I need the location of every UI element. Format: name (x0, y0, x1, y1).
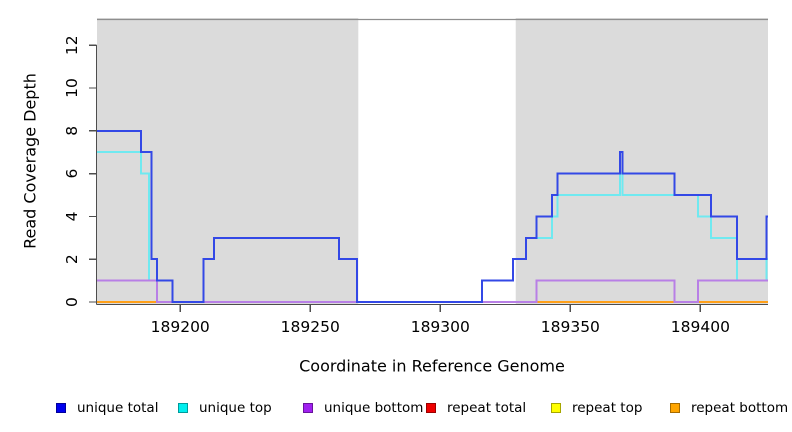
y-tick-label: 4 (63, 211, 81, 221)
legend-label: repeat total (447, 400, 527, 416)
region-covered-left (97, 18, 359, 304)
y-tick-label: 10 (63, 78, 81, 98)
region-gap (358, 18, 516, 304)
legend-swatch-repeat-total (426, 403, 436, 413)
legend-item-repeat-top: repeat top (551, 398, 642, 418)
y-tick-label: 2 (63, 254, 81, 264)
legend-item-repeat-bottom: repeat bottom (670, 398, 788, 418)
legend-item-unique-total: unique total (56, 398, 158, 418)
region-covered-right (515, 18, 768, 304)
x-tick-label: 189350 (541, 318, 600, 336)
y-tick-label: 12 (63, 35, 81, 55)
legend-swatch-unique-top (178, 403, 188, 413)
legend-label: unique total (77, 400, 159, 416)
x-axis-title: Coordinate in Reference Genome (299, 356, 565, 376)
legend-swatch-repeat-bottom (670, 403, 680, 413)
legend-label: unique bottom (324, 400, 424, 416)
legend-label: unique top (199, 400, 272, 416)
x-tick-label: 189250 (281, 318, 340, 336)
x-tick-label: 189300 (411, 318, 470, 336)
legend-label: repeat bottom (691, 400, 789, 416)
y-tick-label: 8 (63, 126, 81, 136)
chart-legend: unique total unique top unique bottom repea… (0, 398, 792, 420)
x-tick-label: 189200 (151, 318, 210, 336)
legend-swatch-unique-bottom (303, 403, 313, 413)
y-tick-label: 0 (63, 297, 81, 307)
legend-item-repeat-total: repeat total (426, 398, 526, 418)
series-unique-bottom (97, 279, 768, 303)
x-tick-label: 189400 (671, 318, 730, 336)
y-tick-label: 6 (63, 169, 81, 179)
legend-swatch-unique-total (56, 403, 66, 413)
legend-item-unique-bottom: unique bottom (303, 398, 423, 418)
series-unique-total (97, 129, 768, 303)
legend-swatch-repeat-top (551, 403, 561, 413)
legend-item-unique-top: unique top (178, 398, 272, 418)
coverage-plot: 189200 189250 189300 189350 189400 0 2 4 6 8 10 12 (63, 18, 768, 336)
y-axis-title: Read Coverage Depth (20, 73, 40, 249)
legend-label: repeat top (572, 400, 643, 416)
